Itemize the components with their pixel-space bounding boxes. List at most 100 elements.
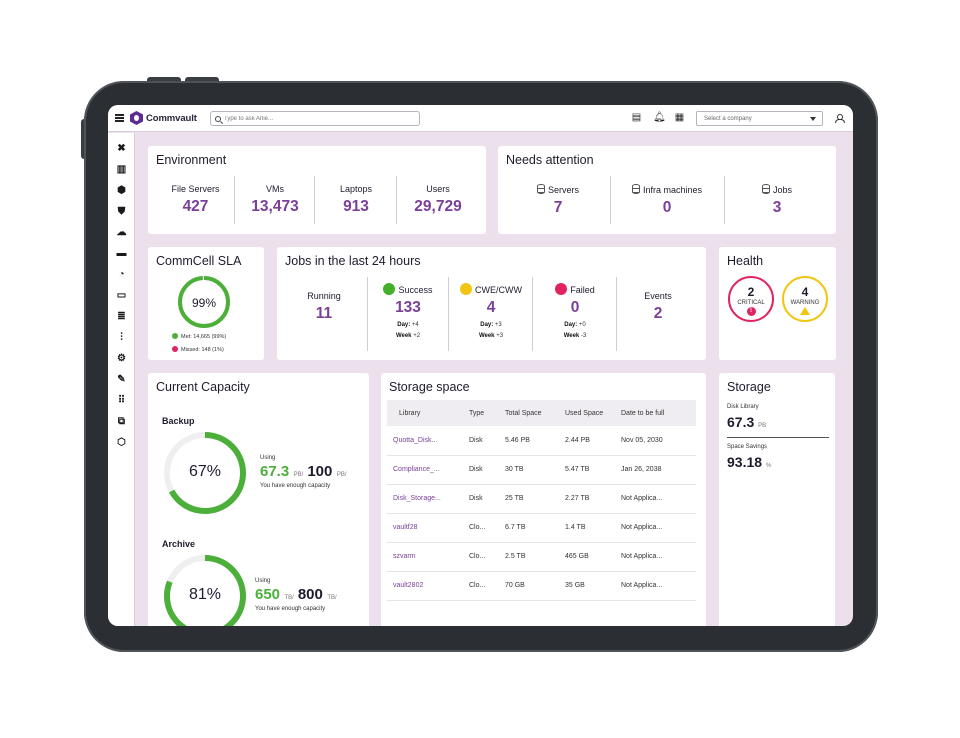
table-row[interactable]: vault2802 Clo... 70 GB 35 GB Not Applica… xyxy=(387,571,696,601)
disk-library-value[interactable]: 67.3 PB xyxy=(727,414,767,430)
table-cell: 2.44 PB xyxy=(559,426,615,456)
used-value: 650 xyxy=(255,586,281,603)
stat-file-servers[interactable]: File Servers 427 xyxy=(158,184,233,216)
column-header[interactable]: Library xyxy=(387,400,463,426)
archive-donut[interactable] xyxy=(162,553,248,626)
jobs-success[interactable]: Success 133 Day: +4 Week +2 xyxy=(370,283,446,339)
divider xyxy=(448,277,449,351)
table-row[interactable]: vaultf28 Clo... 6.7 TB 1.4 TB Not Applic… xyxy=(387,513,696,543)
health-critical[interactable]: 2 CRITICAL ! xyxy=(728,276,774,322)
stat-value: 13,473 xyxy=(251,198,299,215)
stat-value: 29,729 xyxy=(414,198,462,215)
library-link[interactable]: vault2802 xyxy=(387,571,463,601)
package-icon[interactable]: ⧉ xyxy=(117,416,126,427)
dashboard-icon[interactable]: ▦ xyxy=(674,112,685,123)
table-row[interactable]: Quotta_Disk... Disk 5.46 PB 2.44 PB Nov … xyxy=(387,426,696,456)
tools-icon[interactable]: ✖ xyxy=(117,143,126,154)
table-cell: Jan 26, 2038 xyxy=(615,455,696,485)
sla-met-arc xyxy=(178,276,230,328)
health-card: Health 2 CRITICAL ! 4 WARNING xyxy=(719,247,836,360)
sliders-icon[interactable]: ⫶ xyxy=(120,332,123,343)
apps-grid-icon[interactable]: ⠿ xyxy=(117,395,126,406)
jobs-running[interactable]: Running 11 xyxy=(289,291,359,323)
stat-value: 427 xyxy=(182,198,209,215)
stat-value: 0 xyxy=(662,199,672,216)
total-unit: PB/ xyxy=(336,472,347,478)
storage-space-table: Library Type Total Space Used Space Date… xyxy=(387,400,696,601)
jobs-events[interactable]: Events 2 xyxy=(619,291,697,323)
legend-text: Missed: 148 (1%) xyxy=(181,347,224,353)
search-box[interactable] xyxy=(210,111,420,126)
table-cell: Not Applica... xyxy=(615,571,696,601)
stat-vms[interactable]: VMs 13,473 xyxy=(237,184,313,216)
stat-label: Laptops xyxy=(339,184,373,194)
stat-value: 11 xyxy=(315,305,333,322)
library-link[interactable]: Quotta_Disk... xyxy=(387,426,463,456)
column-header[interactable]: Used Space xyxy=(559,400,615,426)
chevron-down-icon xyxy=(810,117,816,121)
week-delta: Week +3 xyxy=(478,333,504,339)
met-dot xyxy=(172,333,178,339)
column-header[interactable]: Type xyxy=(463,400,499,426)
table-row[interactable]: Disk_Storage... Disk 25 TB 2.27 TB Not A… xyxy=(387,484,696,514)
library-link[interactable]: szvarm xyxy=(387,542,463,572)
tablet-top-button-left xyxy=(147,77,181,83)
backup-donut[interactable] xyxy=(162,430,248,516)
reports-icon[interactable]: ▥ xyxy=(116,164,127,175)
gear-icon[interactable]: ⚙ xyxy=(117,353,126,364)
library-link[interactable]: Disk_Storage... xyxy=(387,484,463,514)
table-cell: Not Applica... xyxy=(615,513,696,543)
archive-used-arc xyxy=(164,555,246,626)
user-icon[interactable] xyxy=(834,113,845,123)
divider xyxy=(234,176,235,224)
day-delta: Day: +0 xyxy=(564,322,586,328)
stat-servers[interactable]: Servers 7 xyxy=(508,184,608,217)
column-header[interactable]: Date to be full xyxy=(615,400,696,426)
sla-donut[interactable] xyxy=(176,274,232,330)
health-warning[interactable]: 4 WARNING xyxy=(782,276,828,322)
archive-usage: Using 650 TB/800 TB/ You have enough cap… xyxy=(255,578,337,612)
library-link[interactable]: Compliance_... xyxy=(387,455,463,485)
search-icon xyxy=(215,115,221,122)
briefcase-icon[interactable]: ▬ xyxy=(116,248,127,259)
table-row[interactable]: Compliance_... Disk 30 TB 5.47 TB Jan 26… xyxy=(387,455,696,485)
shield-lock-icon[interactable]: ⬢ xyxy=(117,185,126,196)
table-row[interactable]: szvarm Clo... 2.5 TB 465 GB Not Applica.… xyxy=(387,542,696,572)
company-select-value: Select a company xyxy=(704,116,752,122)
database-icon[interactable]: ≣ xyxy=(117,311,126,322)
used-unit: TB/ xyxy=(284,595,294,601)
menu-icon[interactable] xyxy=(115,114,124,122)
backup-usage: Using 67.3 PB/100 PB/ You have enough ca… xyxy=(260,455,346,489)
table-cell: Not Applica... xyxy=(615,542,696,572)
jobs-cwe[interactable]: CWE/CWW 4 Day: +3 Week +3 xyxy=(451,283,531,339)
commvault-hex-icon[interactable]: ⬡ xyxy=(117,437,126,448)
total-value: 800 xyxy=(297,586,323,603)
bell-icon[interactable]: 🔔︎ xyxy=(653,112,666,123)
jobs-title: Jobs in the last 24 hours xyxy=(285,254,421,268)
sla-card: CommCell SLA 99% Met: 14,665 (99%) Misse… xyxy=(148,247,264,360)
clipboard-edit-icon[interactable]: ✎ xyxy=(117,374,126,385)
stat-label: Running xyxy=(307,291,341,301)
company-select[interactable]: Select a company xyxy=(696,111,823,126)
stat-users[interactable]: Users 29,729 xyxy=(399,184,477,216)
environment-card: Environment File Servers 427 VMs 13,473 … xyxy=(148,146,486,234)
jobs-failed[interactable]: Failed 0 Day: +0 Week -3 xyxy=(535,283,615,339)
table-cell: 2.27 TB xyxy=(559,484,615,514)
gauge-icon[interactable]: ◔ xyxy=(118,269,125,280)
table-cell: 6.7 TB xyxy=(499,513,559,543)
shield-check-icon[interactable]: ⛊ xyxy=(117,206,126,217)
stat-jobs[interactable]: Jobs 3 xyxy=(727,184,827,217)
stat-laptops[interactable]: Laptops 913 xyxy=(317,184,395,216)
library-link[interactable]: vaultf28 xyxy=(387,513,463,543)
monitor-icon[interactable]: ▭ xyxy=(116,290,127,301)
cloud-icon[interactable]: ☁ xyxy=(116,227,127,238)
jobs-card: Jobs in the last 24 hours Running 11 Suc… xyxy=(277,247,706,360)
stat-infra-machines[interactable]: Infra machines 0 xyxy=(613,184,721,217)
calculator-icon[interactable]: ▤ xyxy=(631,112,642,123)
search-input[interactable] xyxy=(224,115,414,122)
brand-logo[interactable]: Commvault xyxy=(130,111,197,125)
table-cell: 25 TB xyxy=(499,484,559,514)
column-header[interactable]: Total Space xyxy=(499,400,559,426)
divider xyxy=(727,437,829,438)
space-savings-value[interactable]: 93.18 % xyxy=(727,454,772,470)
